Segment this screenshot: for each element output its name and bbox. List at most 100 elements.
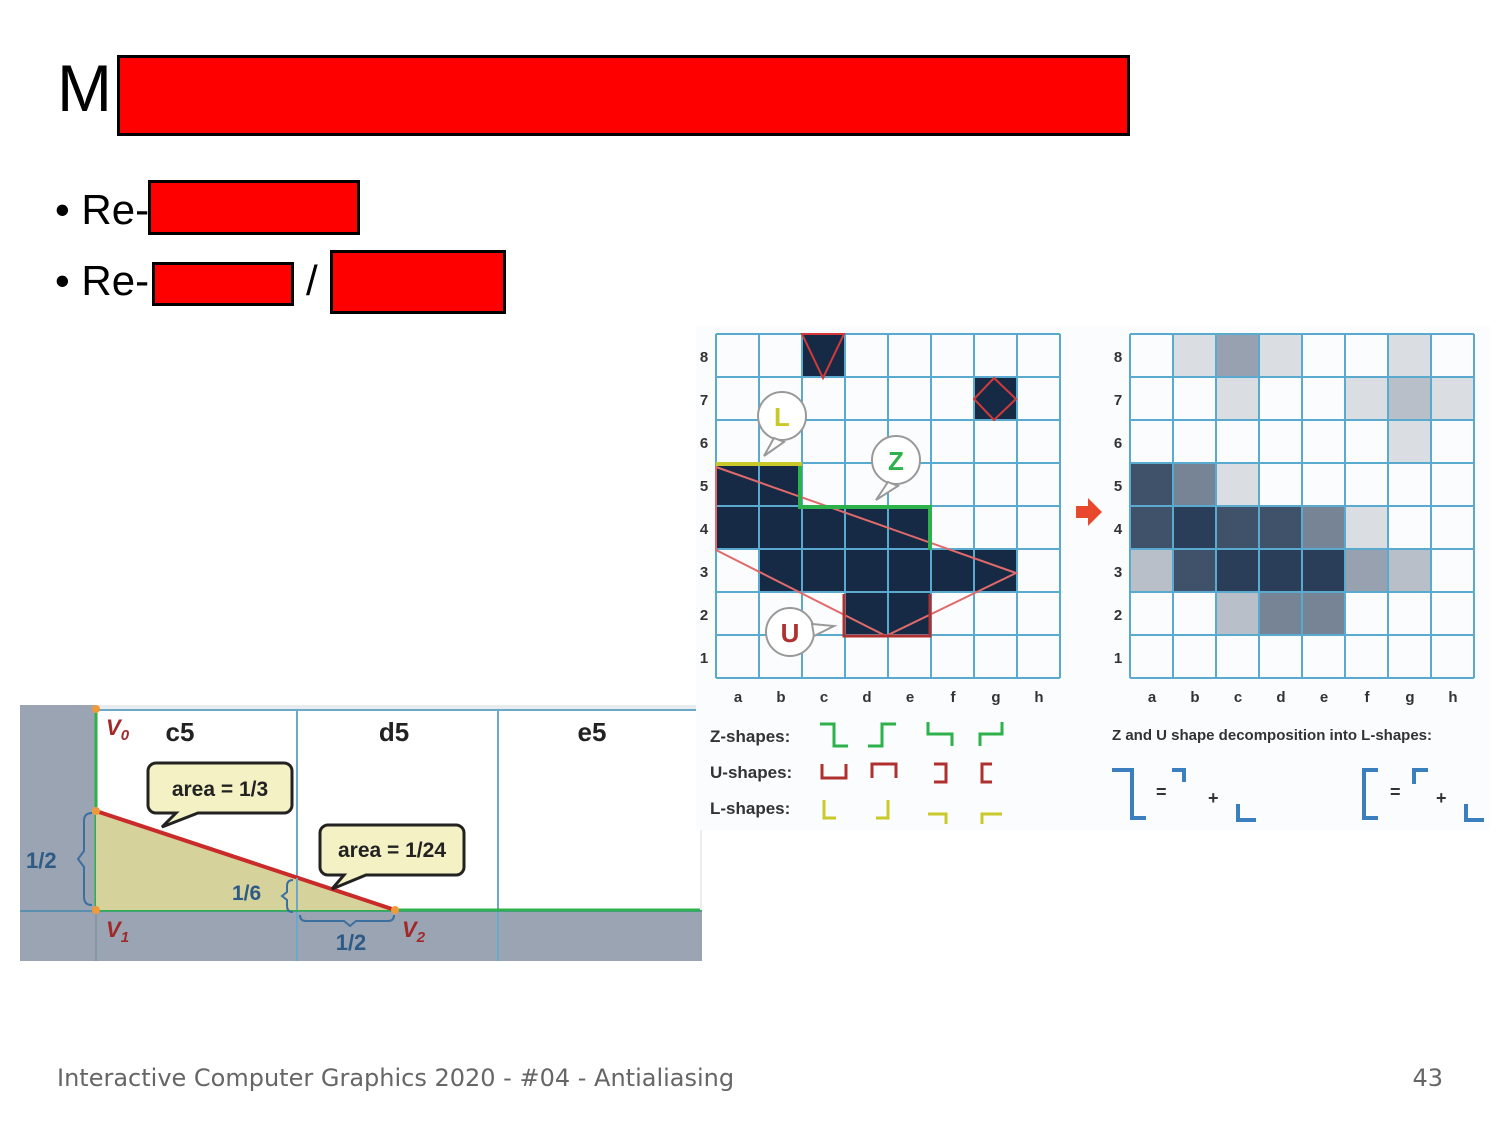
pixel-cell (1345, 377, 1388, 420)
pixel-cell (1216, 377, 1259, 420)
svg-text:V0: V0 (106, 715, 130, 744)
pixel-cell (1302, 506, 1345, 549)
l-shape-glyphs (822, 800, 1002, 824)
bubble-l-letter: L (774, 402, 790, 432)
pixel-cell (802, 506, 845, 549)
bullet-1-redaction (148, 180, 360, 235)
page-number: 43 (1412, 1064, 1443, 1092)
decomposition-caption: Z and U shape decomposition into L-shape… (1112, 727, 1432, 744)
z-shapes-label: Z-shapes: (710, 727, 790, 746)
bullet-1: • Re- (55, 186, 150, 233)
pixel-cell (1216, 334, 1259, 377)
column-label: d (862, 689, 871, 706)
pixel-cell (802, 549, 845, 592)
row-label: 7 (700, 392, 708, 409)
pixel-cell (759, 549, 802, 592)
column-label: b (1190, 689, 1199, 706)
triangle-shape-top (800, 333, 846, 381)
pixel-cell (1345, 506, 1388, 549)
bullet-2-redaction-a (152, 262, 294, 306)
pixel-cell (845, 592, 888, 635)
column-label: b (776, 689, 785, 706)
bullet-2-redaction-b (330, 250, 506, 314)
pixel-cell (802, 334, 845, 377)
diamond-shape (972, 376, 1018, 422)
column-label: f (1365, 689, 1371, 706)
pixel-cell (1259, 549, 1302, 592)
callout-area-third: area = 1/3 (172, 778, 268, 801)
column-label: g (1405, 689, 1414, 706)
bubble-l: L (757, 391, 807, 457)
vertex-v0-letter: V (106, 715, 123, 740)
l-shapes-label: L-shapes: (710, 799, 790, 818)
row-label: 2 (1114, 607, 1122, 624)
pixel-cell (1388, 334, 1431, 377)
pixel-cell (1216, 506, 1259, 549)
row-label: 3 (1114, 564, 1122, 581)
pixel-cell (1388, 549, 1431, 592)
label-half-left: 1/2 (26, 848, 57, 873)
bubble-z-letter: Z (888, 446, 904, 476)
column-label-e5: e5 (578, 717, 607, 747)
title-redaction (117, 55, 1130, 136)
pixel-cell (845, 549, 888, 592)
coverage-area-figure: c5 d5 e5 V0 V1 V2 area = 1/3 area = 1/24… (20, 705, 702, 961)
pixel-cell (1388, 377, 1431, 420)
pixel-cell (1259, 334, 1302, 377)
slide-title: M (57, 51, 112, 125)
pixel-cell (888, 592, 931, 635)
pixel-cell (888, 506, 931, 549)
row-label: 8 (1114, 349, 1122, 366)
pixel-cell (1259, 506, 1302, 549)
column-label: h (1448, 689, 1457, 706)
callout-area-24th-bubble (318, 823, 466, 891)
row-label: 1 (700, 650, 708, 667)
pixel-cell (1216, 463, 1259, 506)
pixel-cell (888, 549, 931, 592)
row-label: 7 (1114, 392, 1122, 409)
pixel-cell (716, 506, 759, 549)
column-label: e (906, 689, 914, 706)
pixel-cell (1431, 377, 1474, 420)
callout-area-third-bubble (146, 761, 294, 829)
pixel-cell (1388, 420, 1431, 463)
column-label: a (734, 689, 743, 706)
row-label: 4 (700, 521, 709, 538)
pixel-cell (1216, 549, 1259, 592)
mlaa-figure: L Z U Z-shapes: U-shapes: L-shapes: Z an… (696, 326, 1490, 830)
vertex-v2-letter: V (402, 917, 419, 942)
u-shape-glyphs (820, 762, 992, 784)
row-label: 1 (1114, 650, 1122, 667)
footer-text: Interactive Computer Graphics 2020 - #04… (57, 1064, 735, 1092)
label-half-bottom: 1/2 (336, 930, 367, 955)
decomposition-z-plus: + (1208, 788, 1219, 808)
decomposition-u-plus: + (1436, 788, 1447, 808)
row-label: 2 (700, 607, 708, 624)
bubble-z: Z (871, 435, 921, 501)
arrow-right-icon (1076, 498, 1102, 526)
pixel-cell (1259, 592, 1302, 635)
pixel-cell (1216, 592, 1259, 635)
pixel-cell (1130, 463, 1173, 506)
pixel-cell (1130, 506, 1173, 549)
pixel-cell (1173, 506, 1216, 549)
bullet-2: • Re- (55, 257, 150, 304)
pixel-cell (1173, 334, 1216, 377)
pixel-cell (759, 506, 802, 549)
column-label: g (991, 689, 1000, 706)
pixel-cell (1345, 549, 1388, 592)
column-label: c (1234, 689, 1242, 706)
svg-text:V2: V2 (402, 917, 426, 946)
vertex-v1-letter: V (106, 917, 123, 942)
callout-area-24th: area = 1/24 (338, 839, 446, 862)
column-label: a (1148, 689, 1157, 706)
pixel-cell (1173, 463, 1216, 506)
row-label: 6 (700, 435, 708, 452)
row-label: 5 (1114, 478, 1122, 495)
column-label-d5: d5 (379, 717, 409, 747)
u-shapes-label: U-shapes: (710, 763, 792, 782)
decomposition-z: = + (1112, 768, 1256, 822)
row-label: 8 (700, 349, 708, 366)
label-sixth: 1/6 (232, 882, 261, 905)
column-label: h (1034, 689, 1043, 706)
